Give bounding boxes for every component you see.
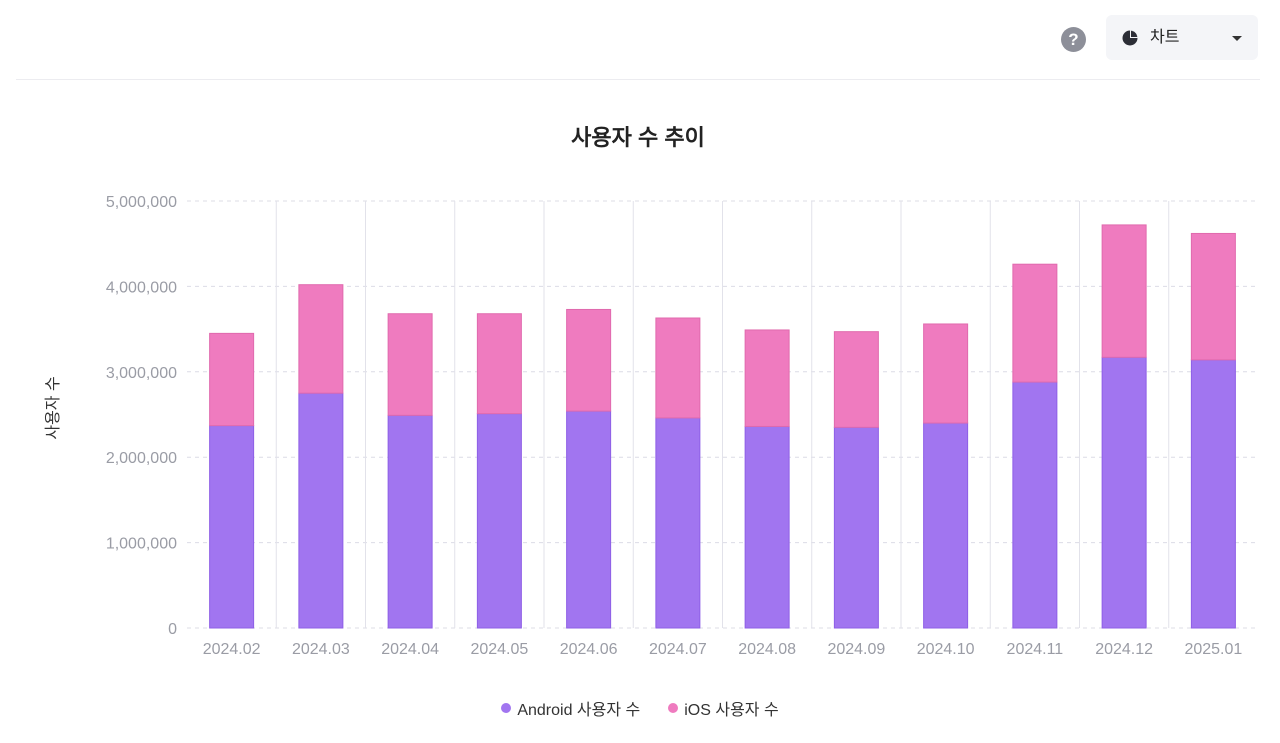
y-tick-label: 2,000,000 <box>106 450 177 467</box>
bar-ios <box>833 331 879 428</box>
legend-item-android[interactable]: Android 사용자 수 <box>501 696 640 720</box>
x-tick-label: 2024.02 <box>203 641 261 658</box>
y-tick-label: 4,000,000 <box>106 279 177 296</box>
x-tick-label: 2024.07 <box>649 641 707 658</box>
bar-ios <box>566 308 612 412</box>
bar-android <box>1101 356 1147 629</box>
bar-ios <box>923 323 969 424</box>
chart-toolbar: ? 차트 <box>0 0 1280 80</box>
y-tick-label: 0 <box>168 621 177 638</box>
bar-ios <box>655 317 701 419</box>
bar-android <box>387 414 433 629</box>
legend-label: Android 사용자 수 <box>517 702 641 719</box>
view-type-select[interactable]: 차트 <box>1106 15 1258 60</box>
x-tick-label: 2025.01 <box>1184 641 1242 658</box>
bar-android <box>298 392 344 629</box>
legend-dot <box>668 703 679 713</box>
y-tick-label: 5,000,000 <box>106 194 177 211</box>
question-circle-icon[interactable]: ? <box>1061 27 1086 52</box>
bar-android <box>833 426 879 629</box>
y-tick-label: 3,000,000 <box>106 365 177 382</box>
x-tick-label: 2024.04 <box>381 641 439 658</box>
chevron-down-icon <box>1232 36 1242 41</box>
view-select-label: 차트 <box>1150 29 1180 46</box>
toolbar-divider <box>16 79 1260 80</box>
x-tick-label: 2024.03 <box>292 641 350 658</box>
legend-dot <box>501 703 512 713</box>
x-tick-label: 2024.05 <box>470 641 528 658</box>
x-tick-label: 2024.08 <box>738 641 796 658</box>
bar-android <box>923 422 969 629</box>
bar-android <box>1190 359 1236 629</box>
legend-label: iOS 사용자 수 <box>684 702 779 719</box>
bar-ios <box>1190 232 1236 361</box>
bar-ios <box>387 313 433 416</box>
bar-ios <box>1101 224 1147 358</box>
bar-ios <box>744 329 790 427</box>
chart-title: 사용자 수 추이 <box>571 125 705 150</box>
y-tick-label: 1,000,000 <box>106 536 177 553</box>
bar-ios <box>1012 263 1058 383</box>
y-axis-label: 사용자 수 <box>44 376 62 439</box>
bar-android <box>476 413 522 629</box>
bar-android <box>209 425 255 629</box>
bar-android <box>655 417 701 629</box>
chart-legend: Android 사용자 수 iOS 사용자 수 <box>0 696 1280 720</box>
bar-ios <box>209 332 255 427</box>
bar-android <box>566 410 612 629</box>
x-tick-label: 2024.10 <box>917 641 975 658</box>
x-tick-label: 2024.09 <box>827 641 885 658</box>
pie-chart-icon <box>1122 30 1138 46</box>
bar-ios <box>298 284 344 394</box>
bar-android <box>744 425 790 629</box>
x-tick-label: 2024.06 <box>560 641 618 658</box>
x-tick-label: 2024.12 <box>1095 641 1153 658</box>
x-tick-label: 2024.11 <box>1007 641 1064 658</box>
bar-android <box>1012 381 1058 629</box>
bar-ios <box>476 313 522 415</box>
legend-item-ios[interactable]: iOS 사용자 수 <box>668 696 779 720</box>
